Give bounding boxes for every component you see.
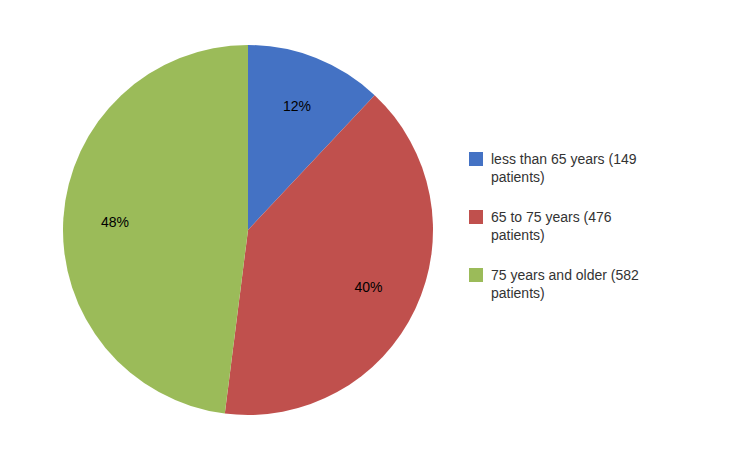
html-text:65 to 75 years (476: 65 to 75 years (476 [491,208,612,225]
html-text:patients): patients) [491,168,545,185]
html-text:less than 65 years (149: less than 65 years (149 [491,150,637,167]
html-text:patients): patients) [491,226,545,243]
html-text:patients): patients) [491,284,545,301]
svg-text:12%: 12% [283,98,311,114]
svg-text:48%: 48% [101,214,129,230]
svg-text:40%: 40% [355,279,383,295]
html-text:75 years and older (582: 75 years and older (582 [491,266,639,283]
